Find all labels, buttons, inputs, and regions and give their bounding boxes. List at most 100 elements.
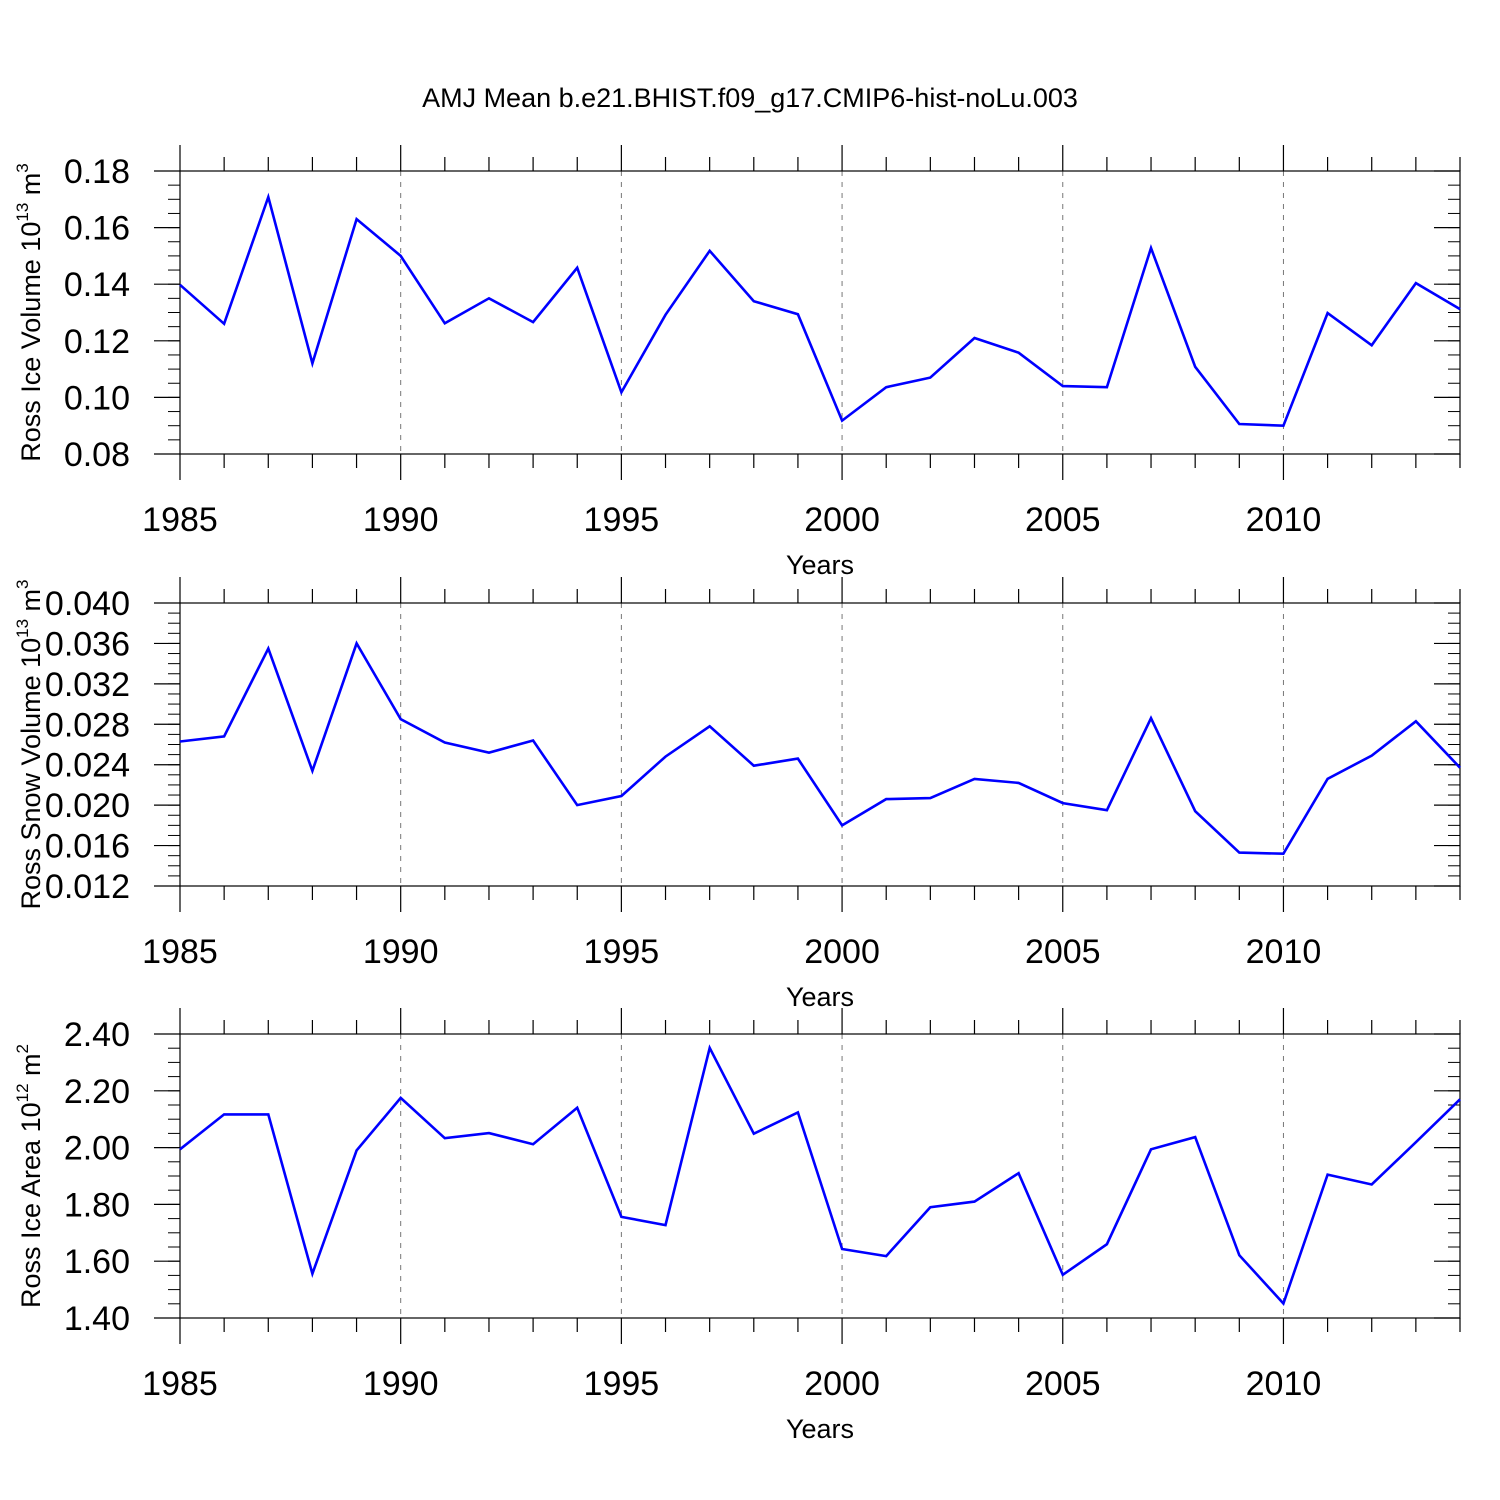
y-tick-label: 0.012 [45, 868, 130, 906]
y-axis-title-text: Ross Ice Volume 10 [16, 222, 46, 462]
ross-snow-volume-point [839, 822, 845, 828]
x-tick-label: 2005 [1025, 1365, 1101, 1403]
ross-snow-volume-point [1457, 765, 1463, 771]
ross-ice-volume-point [1413, 280, 1419, 286]
ross-snow-volume-panel: 0.0120.0160.0200.0240.0280.0320.0360.040… [13, 577, 1463, 1012]
y-axis-title-exponent: 12 [13, 1083, 32, 1102]
ross-ice-area-point [883, 1253, 889, 1259]
ross-ice-area-point [354, 1147, 360, 1153]
ross-ice-volume-point [1016, 350, 1022, 356]
ross-ice-volume-series-line [179, 192, 1461, 428]
ross-snow-volume-point [663, 754, 669, 760]
ross-ice-volume-point [398, 253, 404, 259]
ross-snow-volume-point [530, 737, 536, 743]
ross-snow-volume-point [1148, 715, 1154, 721]
x-tick-label: 1985 [142, 1365, 218, 1403]
ross-ice-area-point [1148, 1146, 1154, 1152]
ross-snow-volume-point [971, 776, 977, 782]
ross-ice-volume-point [1280, 423, 1286, 429]
ross-ice-area-point [971, 1199, 977, 1205]
ross-ice-volume-point [309, 360, 315, 366]
ross-snow-volume-point [1280, 851, 1286, 857]
y-tick-label: 2.40 [64, 1016, 130, 1054]
ross-snow-volume-point [398, 716, 404, 722]
x-tick-label: 2010 [1246, 501, 1322, 539]
ross-ice-volume-point [1457, 306, 1463, 312]
ross-ice-volume-point [618, 389, 624, 395]
y-tick-label: 0.18 [64, 153, 130, 191]
ross-snow-volume-point [354, 640, 360, 646]
x-tick-label: 1985 [142, 501, 218, 539]
y-tick-label: 0.032 [45, 666, 130, 704]
x-tick-label: 2000 [804, 933, 880, 971]
y-tick-label: 0.020 [45, 787, 130, 825]
ross-ice-area-point [265, 1111, 271, 1117]
x-axis-title: Years [786, 982, 854, 1012]
ross-ice-area-point [1016, 1170, 1022, 1176]
y-axis-title: Ross Ice Volume 1013 m3 [13, 163, 46, 462]
y-tick-label: 0.10 [64, 379, 130, 417]
y-axis-title-unit: m [16, 1053, 46, 1083]
ross-ice-volume-point [839, 418, 845, 424]
y-tick-label: 0.024 [45, 747, 130, 785]
ross-ice-volume-point [442, 320, 448, 326]
ross-snow-volume-series-line [179, 640, 1461, 856]
y-axis-title: Ross Snow Volume 1013 m3 [13, 579, 46, 909]
plot-frame [179, 170, 1461, 455]
ross-ice-area-point [1369, 1182, 1375, 1188]
y-tick-label: 0.08 [64, 436, 130, 474]
ross-ice-area-point [309, 1271, 315, 1277]
ross-ice-area-point [574, 1105, 580, 1111]
ross-ice-volume-point [1192, 364, 1198, 370]
ross-snow-volume-point [1369, 753, 1375, 759]
ross-ice-volume-point [574, 265, 580, 271]
y-tick-label: 2.00 [64, 1130, 130, 1168]
x-tick-label: 2010 [1246, 1365, 1322, 1403]
ross-snow-volume-point [1192, 808, 1198, 814]
ross-ice-area-point [1325, 1172, 1331, 1178]
ross-snow-volume-point [1413, 718, 1419, 724]
x-tick-label: 1990 [363, 1365, 439, 1403]
ross-ice-volume-point [1236, 421, 1242, 427]
y-axis-title-unit-exponent: 3 [13, 579, 32, 588]
ross-snow-volume-point [177, 738, 183, 744]
ross-ice-area-point [530, 1141, 536, 1147]
x-tick-label: 2010 [1246, 933, 1322, 971]
x-axis-title: Years [786, 550, 854, 580]
ross-snow-volume-point [442, 739, 448, 745]
ross-ice-volume-point [883, 384, 889, 390]
y-tick-label: 0.14 [64, 266, 130, 304]
ross-snow-volume-point [486, 750, 492, 756]
ross-ice-volume-point [751, 298, 757, 304]
y-axis-title: Ross Ice Area 1012 m2 [13, 1044, 46, 1308]
ross-ice-area-series-line [179, 1044, 1461, 1306]
ross-ice-volume-point [177, 282, 183, 288]
ross-ice-volume-point [486, 295, 492, 301]
y-tick-label: 0.036 [45, 625, 130, 663]
y-axis-title-unit: m [16, 589, 46, 619]
y-axis-title-text: Ross Snow Volume 10 [16, 638, 46, 910]
ross-ice-volume-point [530, 319, 536, 325]
ross-ice-volume-point [1060, 383, 1066, 389]
ross-ice-area-point [177, 1146, 183, 1152]
x-axis-title: Years [786, 1414, 854, 1444]
ross-ice-area-point [618, 1214, 624, 1220]
ross-ice-area-point [795, 1109, 801, 1115]
ross-ice-area-point [839, 1246, 845, 1252]
ross-snow-volume-point [1104, 807, 1110, 813]
y-tick-label: 1.40 [64, 1300, 130, 1338]
x-tick-label: 2000 [804, 1365, 880, 1403]
ross-ice-volume-panel: 0.08 0.10 0.12 0.14 0.16 0.18 1985 1990 1995 2000… [13, 145, 1463, 580]
x-tick-label: 1985 [142, 933, 218, 971]
figure-title: AMJ Mean b.e21.BHIST.f09_g17.CMIP6-hist-… [422, 83, 1078, 113]
ross-ice-area-point [1457, 1096, 1463, 1102]
y-tick-label: 0.016 [45, 828, 130, 866]
ross-ice-volume-point [265, 194, 271, 200]
y-axis-title-exponent: 13 [13, 619, 32, 638]
plot-frame [179, 602, 1461, 887]
ross-snow-volume-point [221, 733, 227, 739]
ross-snow-volume-point [883, 796, 889, 802]
ross-ice-area-point [1104, 1241, 1110, 1247]
ross-ice-volume-point [927, 375, 933, 381]
